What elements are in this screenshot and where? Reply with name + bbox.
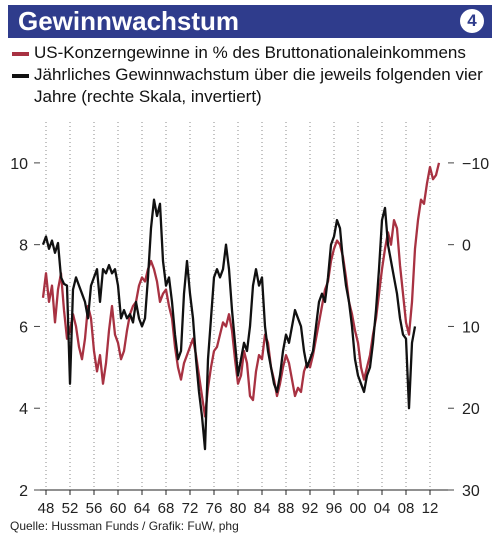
x-tick-label: 76	[206, 500, 223, 514]
legend-item-profit-growth: Jährliches Gewinnwachstum über die jewei…	[12, 64, 490, 108]
series-line-profits-share	[41, 162, 441, 418]
legend-swatch-red	[12, 52, 29, 56]
chart-title: Gewinnwachstum	[18, 6, 240, 36]
line-chart: 48 52 56 60 64 68 72 76 80 84 88 92 96 00 04 08 12108642…	[10, 122, 489, 514]
left-tick-label: 10	[10, 156, 28, 173]
chart-area: 48 52 56 60 64 68 72 76 80 84 88 92 96 00 04 08 12 10 8 6 4 2…	[8, 118, 492, 514]
figure-number-badge: 4	[460, 9, 484, 33]
x-tick-label: 92	[302, 500, 319, 514]
x-tick-label: 64	[134, 500, 151, 514]
left-tick-label: 2	[19, 483, 28, 500]
x-tick-label: 12	[422, 500, 439, 514]
x-tick-label: 68	[158, 500, 175, 514]
series-line-profit-growth	[41, 198, 417, 451]
x-tick-label: 96	[326, 500, 343, 514]
right-tick-label: 30	[462, 483, 480, 500]
right-tick-label: 20	[462, 401, 480, 418]
x-tick-label: 08	[398, 500, 415, 514]
right-tick-label: −10	[462, 156, 489, 173]
x-tick-label: 52	[62, 500, 79, 514]
left-tick-label: 4	[19, 401, 28, 418]
x-tick-label: 04	[374, 500, 391, 514]
x-tick-label: 88	[278, 500, 295, 514]
legend-item-profits-share: US-Konzerngewinne in % des Bruttonationa…	[12, 42, 490, 64]
x-tick-label: 84	[254, 500, 271, 514]
right-tick-label: 10	[462, 319, 480, 336]
x-tick-label: 00	[350, 500, 367, 514]
right-tick-label: 0	[462, 238, 471, 255]
x-tick-label: 56	[86, 500, 103, 514]
legend-label-profit-growth: Jährliches Gewinnwachstum über die jewei…	[34, 65, 483, 106]
chart-header: Gewinnwachstum 4	[8, 5, 492, 38]
left-tick-label: 6	[19, 319, 28, 336]
x-tick-label: 48	[38, 500, 55, 514]
legend-swatch-black	[12, 74, 29, 78]
x-tick-label: 60	[110, 500, 127, 514]
legend: US-Konzerngewinne in % des Bruttonationa…	[12, 42, 490, 108]
x-tick-label: 72	[182, 500, 199, 514]
x-tick-label: 80	[230, 500, 247, 514]
left-tick-label: 8	[19, 238, 28, 255]
source-note: Quelle: Hussman Funds / Grafik: FuW, phg	[10, 519, 239, 533]
legend-label-profits-share: US-Konzerngewinne in % des Bruttonationa…	[34, 43, 466, 62]
